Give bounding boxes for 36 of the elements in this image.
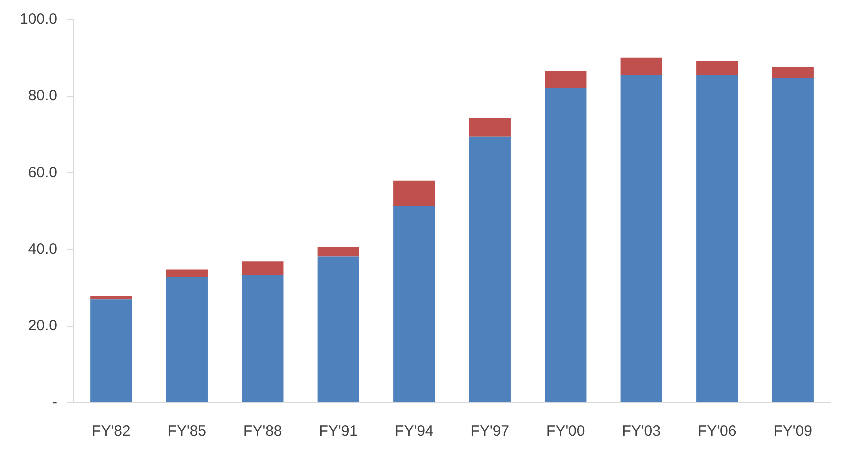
bar — [620, 58, 662, 76]
bar — [469, 118, 511, 137]
x-tick-label: FY'97 — [470, 423, 510, 440]
bar — [394, 206, 436, 402]
bar — [545, 71, 587, 89]
x-tick-label: FY'06 — [698, 423, 737, 440]
x-tick-label: FY'85 — [168, 423, 207, 440]
y-tick-label: 100.0 — [20, 11, 58, 28]
bar — [394, 180, 436, 207]
bar — [166, 270, 208, 277]
x-tick-label: FY'09 — [774, 423, 812, 440]
x-tick-label: FY'82 — [92, 423, 131, 440]
y-tick-label: 80.0 — [28, 88, 58, 105]
x-tick-label: FY'94 — [395, 423, 434, 440]
x-tick-label: FY'00 — [546, 423, 586, 440]
bar — [696, 75, 738, 402]
y-tick-label: 40.0 — [28, 240, 58, 258]
bar — [166, 276, 208, 402]
bar — [90, 300, 132, 402]
bar — [696, 60, 738, 76]
bar — [90, 296, 132, 300]
bar — [318, 248, 360, 257]
y-tick-label: 20.0 — [28, 318, 58, 335]
bar — [772, 78, 814, 402]
bar — [318, 256, 360, 402]
bar — [620, 75, 662, 402]
x-tick-label: FY'03 — [622, 423, 661, 440]
x-tick-label: FY'91 — [319, 423, 358, 440]
bar — [772, 67, 814, 78]
bar — [545, 88, 587, 402]
x-tick-label: FY'88 — [244, 423, 282, 440]
bar — [242, 275, 284, 402]
y-tick-label: 60.0 — [28, 164, 58, 182]
bar — [242, 262, 284, 276]
bar — [469, 136, 511, 402]
y-tick-label: - — [52, 394, 58, 412]
